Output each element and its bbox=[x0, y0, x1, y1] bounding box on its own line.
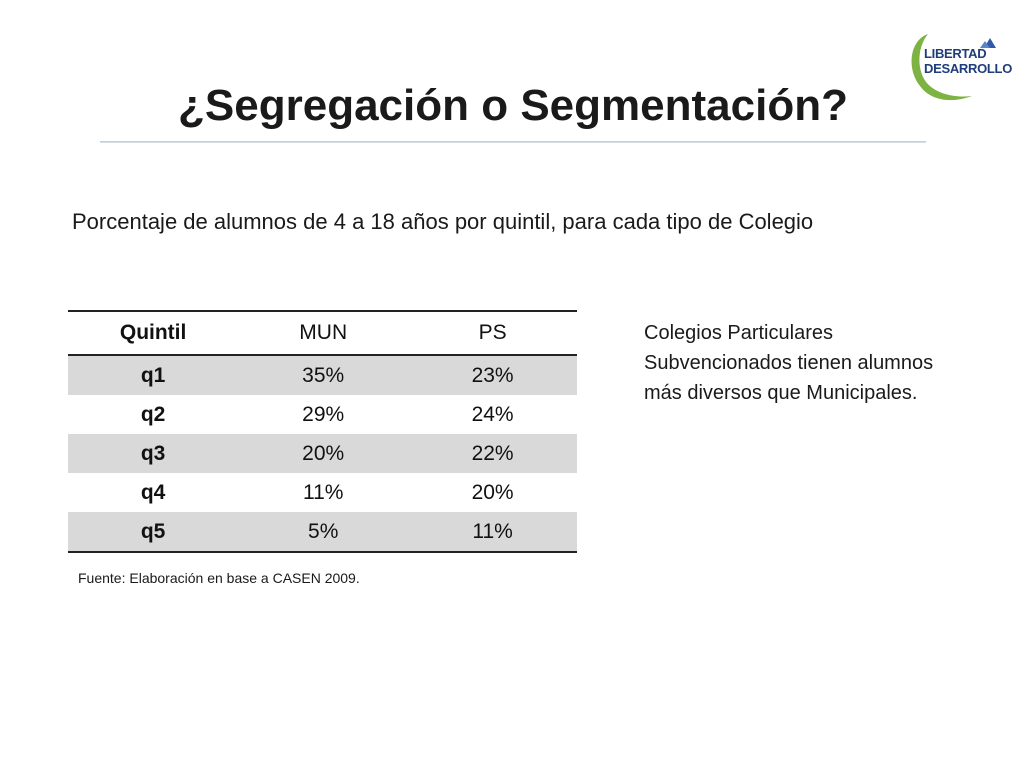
logo-text-line1: LIBERTAD bbox=[924, 46, 987, 61]
libertad-desarrollo-logo: LIBERTAD DESARROLLO bbox=[906, 28, 1012, 106]
cell-ps: 20% bbox=[471, 480, 514, 504]
cell-quintil: q3 bbox=[68, 434, 239, 473]
cell-mun: 29% bbox=[302, 402, 345, 426]
title-divider bbox=[100, 141, 926, 143]
cell-mun: 11% bbox=[302, 480, 344, 504]
quintile-table: Quintil MUN PS q1 35% 23% q2 29% 24% q3 … bbox=[68, 310, 577, 553]
note-line: más diversos que Municipales. bbox=[644, 382, 918, 404]
logo-swoosh-icon bbox=[911, 34, 996, 101]
cell-quintil: q5 bbox=[68, 512, 239, 553]
cell-mun: 5% bbox=[238, 512, 409, 553]
cell-mun: 35% bbox=[238, 355, 409, 395]
note-line: Colegios Particulares bbox=[644, 322, 833, 344]
cell-quintil: q4 bbox=[140, 480, 166, 504]
conclusion-note: Colegios Particulares Subvencionados tie… bbox=[644, 318, 1004, 408]
slide-title: ¿Segregación o Segmentación? bbox=[178, 81, 848, 130]
cell-ps: 24% bbox=[471, 402, 514, 426]
note-line: Subvencionados tienen alumnos bbox=[644, 352, 934, 374]
table-row: q2 29% 24% bbox=[68, 395, 577, 434]
cell-quintil: q2 bbox=[140, 402, 166, 426]
header-mun: MUN bbox=[238, 310, 409, 356]
table-row: q3 20% 22% bbox=[68, 434, 577, 473]
cell-mun: 20% bbox=[238, 434, 409, 473]
slide-subtitle: Porcentaje de alumnos de 4 a 18 años por… bbox=[72, 209, 814, 234]
table-header-row: Quintil MUN PS bbox=[68, 310, 577, 356]
source-footnote: Fuente: Elaboración en base a CASEN 2009… bbox=[78, 570, 360, 586]
cell-quintil: q1 bbox=[68, 355, 239, 395]
cell-ps: 23% bbox=[408, 355, 577, 395]
cell-ps: 11% bbox=[408, 512, 577, 553]
header-quintil: Quintil bbox=[68, 310, 239, 356]
table-row: q1 35% 23% bbox=[68, 355, 577, 395]
cell-ps: 22% bbox=[408, 434, 577, 473]
table-row: q5 5% 11% bbox=[68, 512, 577, 553]
header-ps: PS bbox=[408, 310, 577, 356]
logo-text-line2: DESARROLLO bbox=[924, 61, 1013, 76]
table-row: q4 11% 20% bbox=[68, 473, 577, 512]
